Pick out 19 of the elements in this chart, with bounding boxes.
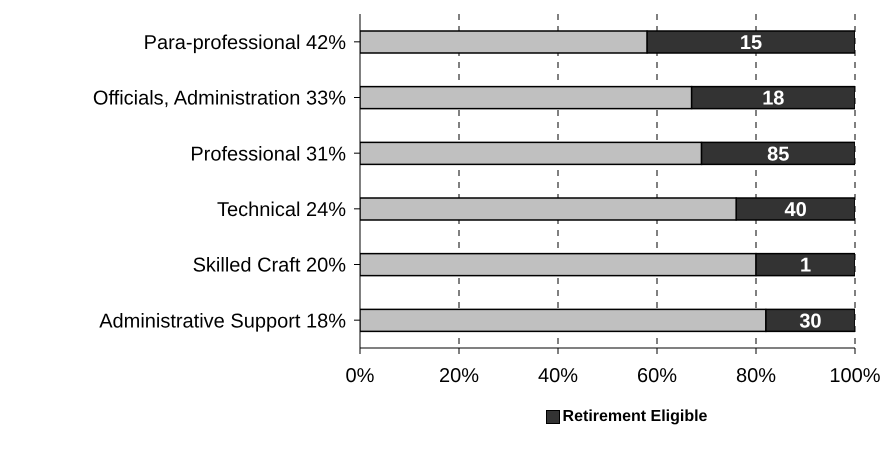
annotation: 40 xyxy=(784,199,807,222)
annotation: 18 xyxy=(762,88,784,110)
x-tick-label: 100% xyxy=(829,365,881,388)
y-tick-label: Administrative Support 18% xyxy=(99,310,346,332)
x-tick-label: 60% xyxy=(636,365,678,388)
x-tick-label: 0% xyxy=(346,365,375,388)
x-tick-label: 40% xyxy=(538,365,578,388)
y-tick-label: Professional 31% xyxy=(190,143,346,166)
legend-label: Retirement Eligible xyxy=(562,408,708,426)
y-tick-label: Technical 24% xyxy=(217,198,346,221)
x-tick-label: 20% xyxy=(438,365,480,388)
annotation: 30 xyxy=(799,310,822,332)
y-tick-label: Para-professional 42% xyxy=(144,32,346,54)
y-tick-label: Skilled Craft 20% xyxy=(192,254,346,277)
y-tick-label: Officials, Administration 33% xyxy=(92,88,346,110)
annotation: 85 xyxy=(767,143,790,166)
annotation: 15 xyxy=(740,32,762,54)
x-tick-label: 80% xyxy=(736,365,776,388)
annotation: 1 xyxy=(800,254,812,277)
